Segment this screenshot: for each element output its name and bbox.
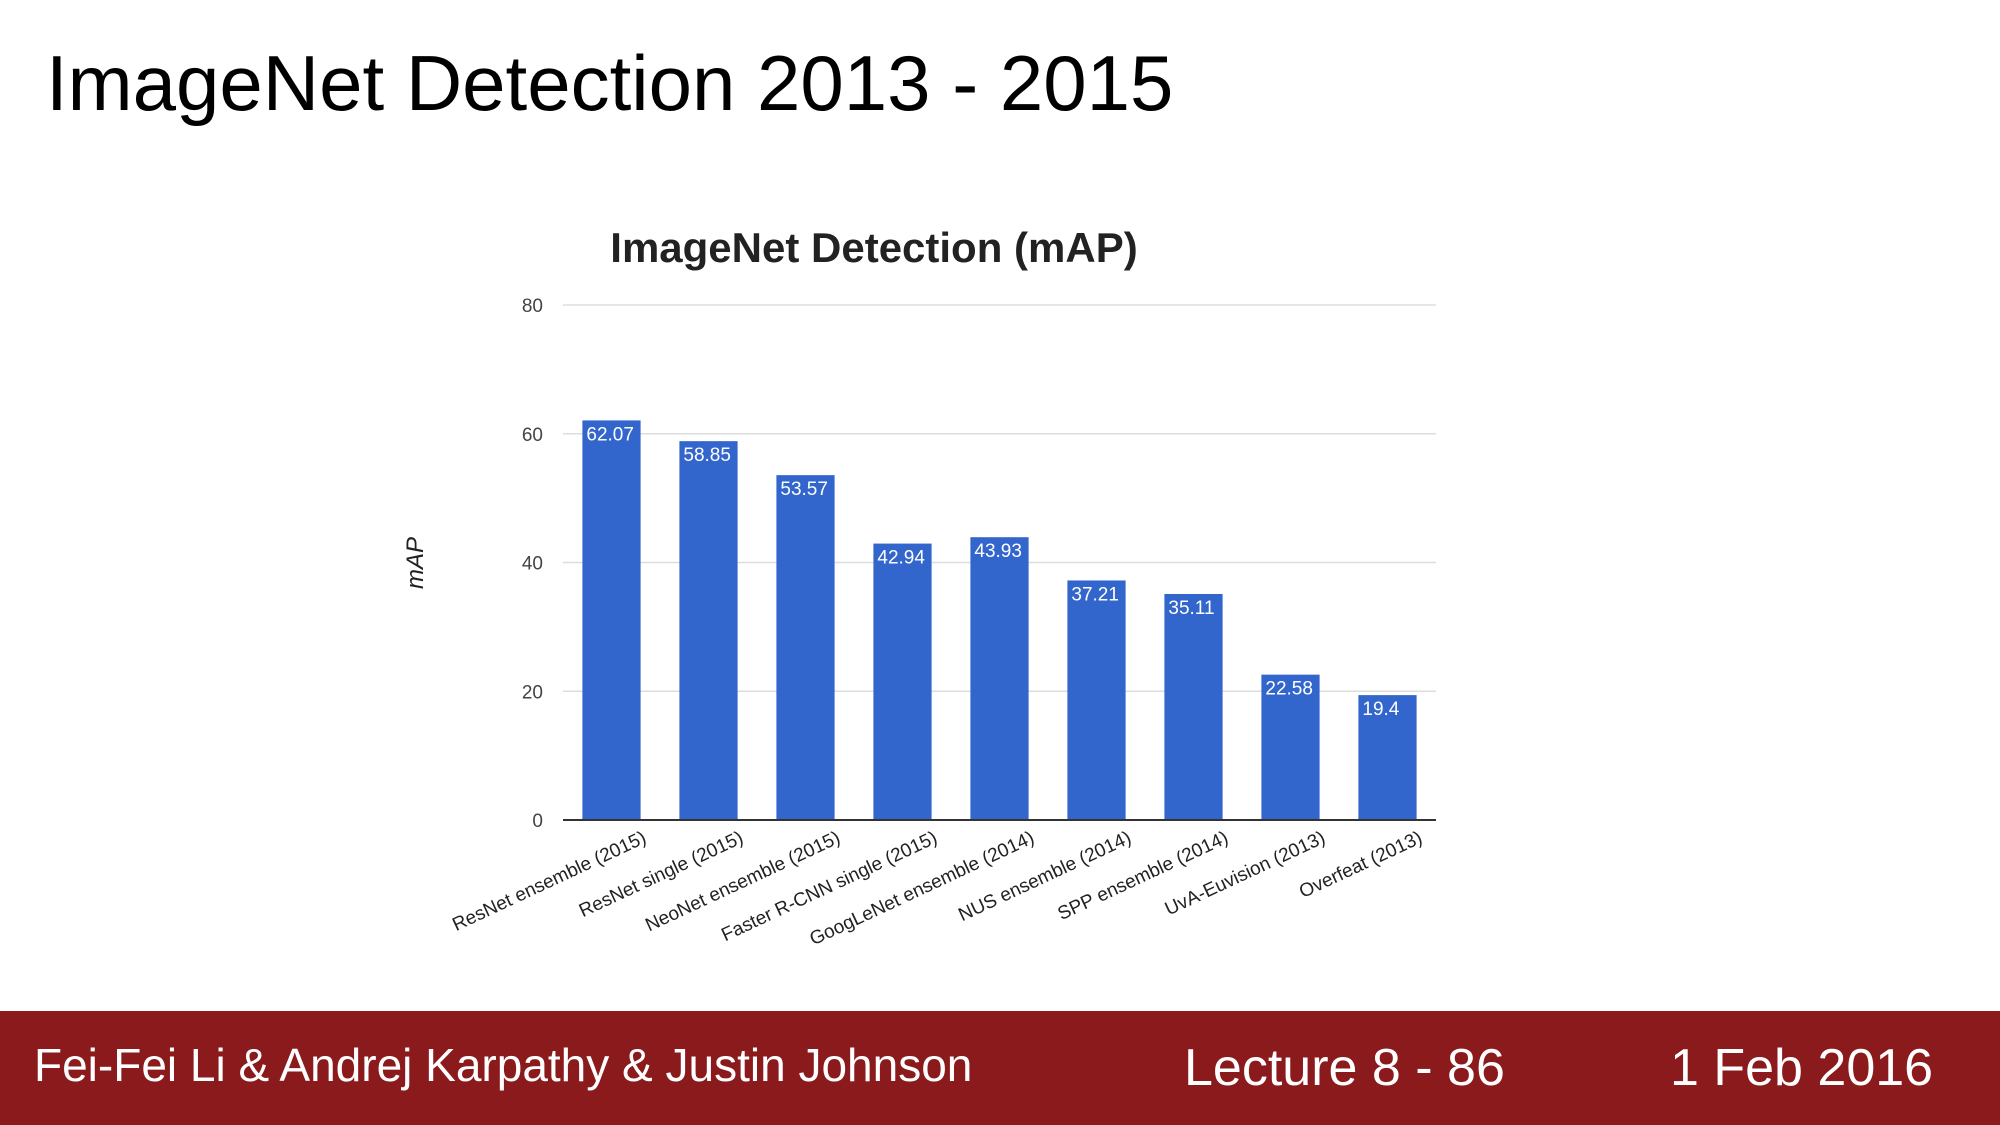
bar-data-label: 35.11	[1168, 598, 1214, 619]
bar	[1067, 580, 1126, 820]
x-axis-category-labels: ResNet ensemble (2015)ResNet single (201…	[449, 827, 1425, 950]
y-axis-ticks: 0 20 40 60 80	[522, 296, 543, 832]
bar	[776, 475, 835, 820]
x-category-label: NUS ensemble (2014)	[955, 827, 1134, 925]
footer-lecture-number: Lecture 8 - 86	[1184, 1039, 1505, 1097]
slide-title: ImageNet Detection 2013 - 2015	[46, 39, 1174, 127]
y-tick-label: 40	[522, 554, 543, 575]
y-tick-label: 60	[522, 425, 543, 446]
footer-authors: Fei-Fei Li & Andrej Karpathy & Justin Jo…	[34, 1039, 973, 1091]
bar-data-label: 43.93	[974, 541, 1022, 562]
bars: 62.07 58.85 53.57 42.94 43.93 37.21 35.11 22.58…	[582, 420, 1417, 820]
y-tick-label: 20	[522, 682, 543, 703]
bar-data-label: 19.4	[1362, 699, 1399, 720]
bar	[1164, 593, 1223, 820]
bar-data-label: 62.07	[586, 424, 634, 445]
bar	[970, 537, 1029, 820]
bar-chart: ImageNet Detection (mAP) 0 20 40 60 80 mAP 6…	[402, 224, 1436, 950]
bar	[679, 441, 738, 820]
bar-data-label: 37.21	[1071, 584, 1119, 605]
chart-title: ImageNet Detection (mAP)	[610, 224, 1137, 271]
bar-data-label: 58.85	[683, 445, 731, 466]
bar-data-label: 53.57	[780, 479, 828, 500]
bar	[1261, 674, 1320, 820]
footer-bar: Fei-Fei Li & Andrej Karpathy & Justin Jo…	[0, 1011, 2000, 1125]
bar	[1358, 695, 1417, 820]
x-category-label: UvA-Euvision (2013)	[1162, 827, 1329, 920]
y-axis-label: mAP	[402, 537, 429, 589]
y-tick-label: 80	[522, 296, 543, 317]
bar	[582, 420, 641, 820]
footer-date: 1 Feb 2016	[1670, 1039, 1934, 1097]
bar	[873, 543, 932, 820]
bar-data-label: 42.94	[877, 548, 925, 569]
x-category-label: SPP ensemble (2014)	[1055, 827, 1232, 924]
bar-data-label: 22.58	[1265, 679, 1313, 700]
y-tick-label: 0	[532, 811, 543, 832]
